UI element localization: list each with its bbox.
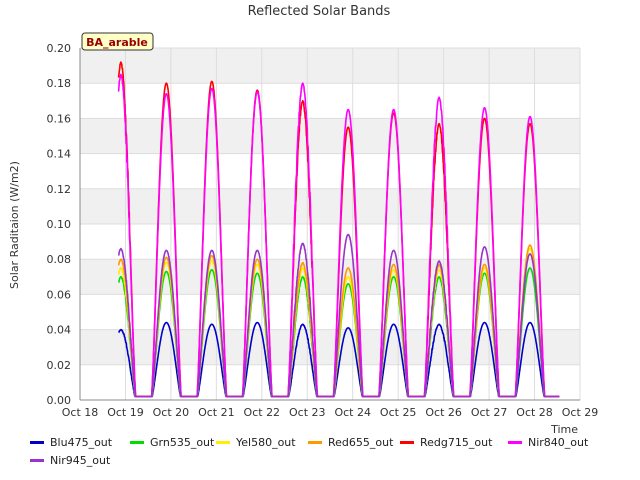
x-tick-label: Oct 23 xyxy=(289,406,326,419)
x-tick-label: Oct 21 xyxy=(198,406,235,419)
y-tick-label: 0.02 xyxy=(47,359,72,372)
grid-band xyxy=(80,188,580,224)
legend-swatch xyxy=(130,440,144,444)
x-tick-label: Oct 25 xyxy=(380,406,417,419)
chart-title: Reflected Solar Bands xyxy=(248,4,391,19)
y-tick-label: 0.20 xyxy=(47,42,72,55)
legend-label: Nir840_out xyxy=(528,435,589,449)
y-tick-label: 0.16 xyxy=(47,112,72,125)
legend-label: Yel580_out xyxy=(236,435,296,449)
grid-band xyxy=(80,118,580,154)
x-tick-label: Oct 29 xyxy=(562,406,599,419)
legend-label: Redg715_out xyxy=(420,435,493,449)
y-tick-label: 0.12 xyxy=(47,183,72,196)
x-tick-label: Oct 26 xyxy=(425,406,462,419)
y-axis-title: Solar Raditaion (W/m2) xyxy=(8,161,21,289)
x-tick-label: Oct 24 xyxy=(334,406,371,419)
legend-label: Nir945_out xyxy=(50,453,111,467)
legend-label: Grn535_out xyxy=(150,435,215,449)
legend-swatch xyxy=(308,440,322,444)
series-line-nir945_out xyxy=(117,233,561,398)
legend-item: Nir840_out xyxy=(508,434,588,450)
y-tick-label: 0.04 xyxy=(47,324,72,337)
y-tick-label: 0.06 xyxy=(47,288,72,301)
annotation-box-rect xyxy=(81,32,154,51)
x-tick-label: Oct 28 xyxy=(516,406,553,419)
axes: 0.00 0.02 0.04 0.06 0.08 0.10 0.12 0.14 0.16 0.18… xyxy=(47,42,599,419)
x-tick-label: Oct 18 xyxy=(62,406,99,419)
y-tick-label: 0.18 xyxy=(47,77,72,90)
annotation-box: BA_arable xyxy=(81,32,154,51)
x-tick-label: Oct 22 xyxy=(244,406,281,419)
series-layer xyxy=(117,61,561,398)
y-tick-label: 0.14 xyxy=(47,148,72,161)
grid-band xyxy=(80,48,580,84)
legend-swatch xyxy=(30,458,44,462)
x-axis-title: Time xyxy=(550,423,578,436)
legend-label: Blu475_out xyxy=(50,435,113,449)
legend-swatch xyxy=(30,440,44,444)
y-tick-label: 0.00 xyxy=(47,394,72,407)
legend-item: Yel580_out xyxy=(216,434,296,450)
y-tick-label: 0.10 xyxy=(47,218,72,231)
x-tick-label: Oct 19 xyxy=(107,406,144,419)
y-tick-label: 0.08 xyxy=(47,253,72,266)
legend-swatch xyxy=(216,440,230,444)
legend-item: Blu475_out xyxy=(30,434,112,450)
legend-swatch xyxy=(400,440,414,444)
legend-item: Grn535_out xyxy=(130,434,214,450)
legend-swatch xyxy=(508,440,522,444)
legend-label: Red655_out xyxy=(328,435,394,449)
x-tick-label: Oct 27 xyxy=(471,406,508,419)
legend-item: Red655_out xyxy=(308,434,393,450)
legend-item: Nir945_out xyxy=(30,452,110,468)
annotation-label: BA_arable xyxy=(86,36,148,49)
x-tick-label: Oct 20 xyxy=(153,406,190,419)
legend-item: Redg715_out xyxy=(400,434,492,450)
